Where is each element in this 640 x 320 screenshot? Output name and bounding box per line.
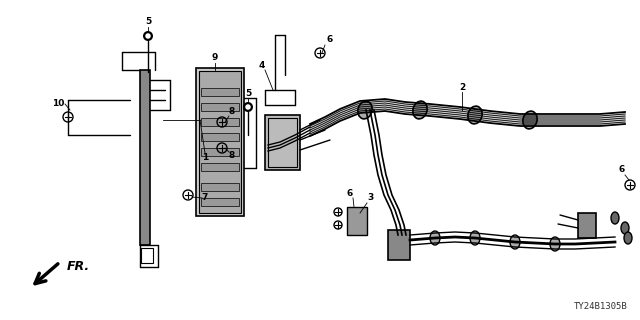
- Ellipse shape: [523, 111, 537, 129]
- Bar: [201, 118, 239, 126]
- Bar: [578, 213, 596, 238]
- Bar: [201, 148, 239, 156]
- Text: 6: 6: [347, 188, 353, 197]
- Text: 4: 4: [259, 60, 265, 69]
- Ellipse shape: [430, 231, 440, 245]
- Ellipse shape: [611, 212, 619, 224]
- Ellipse shape: [510, 235, 520, 249]
- Text: 10: 10: [52, 99, 64, 108]
- Bar: [201, 183, 239, 191]
- Text: 1: 1: [202, 153, 208, 162]
- Circle shape: [143, 31, 153, 41]
- Ellipse shape: [413, 101, 427, 119]
- Bar: [199, 71, 241, 213]
- Circle shape: [145, 33, 151, 39]
- Ellipse shape: [624, 232, 632, 244]
- Bar: [201, 103, 239, 111]
- Text: 3: 3: [367, 194, 373, 203]
- Text: 7: 7: [202, 194, 208, 203]
- Ellipse shape: [470, 231, 480, 245]
- Text: 9: 9: [212, 53, 218, 62]
- Text: 5: 5: [245, 89, 251, 98]
- Ellipse shape: [621, 222, 629, 234]
- Bar: [201, 133, 239, 141]
- Bar: [140, 70, 150, 245]
- Ellipse shape: [550, 237, 560, 251]
- Circle shape: [245, 104, 251, 110]
- Bar: [201, 163, 239, 171]
- Text: 6: 6: [619, 165, 625, 174]
- Bar: [347, 207, 367, 235]
- Text: 2: 2: [459, 84, 465, 92]
- Ellipse shape: [468, 106, 482, 124]
- Circle shape: [243, 102, 253, 112]
- Bar: [268, 118, 297, 167]
- Text: 8: 8: [229, 150, 235, 159]
- Text: TY24B1305B: TY24B1305B: [574, 302, 628, 311]
- Text: 5: 5: [145, 18, 151, 27]
- Bar: [265, 115, 300, 170]
- Bar: [196, 68, 244, 216]
- Text: 6: 6: [327, 36, 333, 44]
- Bar: [141, 248, 153, 263]
- Ellipse shape: [358, 101, 372, 119]
- Bar: [201, 88, 239, 96]
- Text: FR.: FR.: [67, 260, 90, 273]
- Bar: [201, 198, 239, 206]
- Text: 8: 8: [229, 108, 235, 116]
- Bar: [388, 230, 410, 260]
